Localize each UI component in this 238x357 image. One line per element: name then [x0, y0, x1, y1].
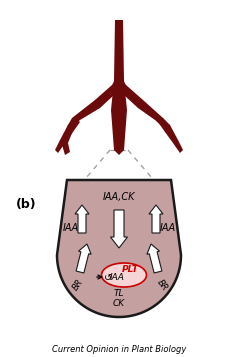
Polygon shape [158, 118, 183, 153]
Text: (b): (b) [16, 198, 37, 211]
Text: IAA,CK: IAA,CK [103, 192, 135, 202]
Text: IAA: IAA [63, 223, 79, 233]
FancyArrow shape [147, 244, 162, 273]
Polygon shape [111, 20, 127, 155]
Polygon shape [62, 125, 73, 155]
FancyArrow shape [75, 205, 89, 233]
Text: TL: TL [114, 290, 124, 298]
Polygon shape [57, 180, 181, 317]
Text: IAA: IAA [109, 273, 124, 282]
Ellipse shape [101, 263, 147, 287]
Text: Current Opinion in Plant Biology: Current Opinion in Plant Biology [52, 346, 186, 355]
Polygon shape [55, 118, 80, 153]
Text: CK: CK [113, 298, 125, 307]
Text: ↺: ↺ [104, 273, 112, 283]
Text: IAA: IAA [160, 223, 176, 233]
Polygon shape [123, 80, 168, 130]
Text: BR: BR [155, 278, 169, 292]
Text: BR: BR [71, 278, 85, 292]
Polygon shape [68, 80, 115, 130]
Text: PLT: PLT [122, 266, 139, 275]
FancyArrow shape [110, 210, 128, 248]
FancyArrow shape [149, 205, 163, 233]
FancyArrow shape [76, 244, 91, 273]
